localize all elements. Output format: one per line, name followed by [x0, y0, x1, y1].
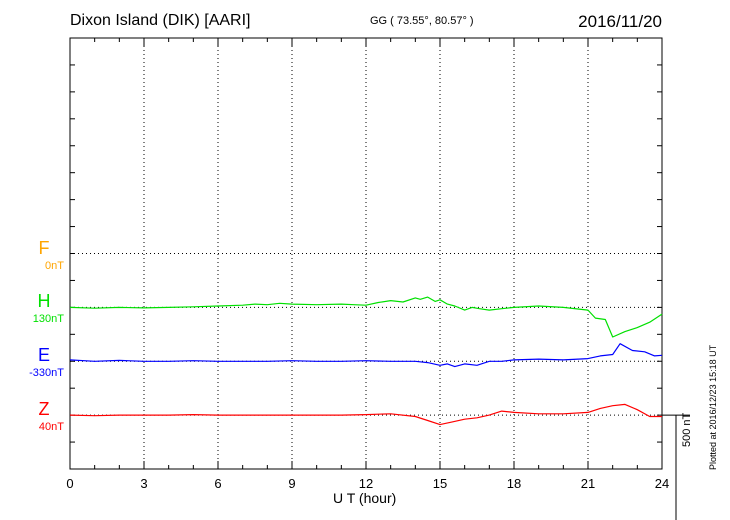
x-tick-label: 21	[581, 476, 595, 491]
x-axis-title: U T (hour)	[333, 490, 397, 506]
x-tick-label: 15	[433, 476, 447, 491]
x-tick-label: 12	[359, 476, 373, 491]
x-tick-label: 0	[66, 476, 73, 491]
x-tick-label: 24	[655, 476, 669, 491]
component-letter-F: F	[38, 237, 50, 258]
component-baseline-F: 0nT	[45, 259, 64, 272]
x-tick-label: 3	[140, 476, 147, 491]
component-baseline-Z: 40nT	[38, 421, 64, 434]
plot-date: 2016/11/20	[578, 12, 662, 31]
scale-bar-label: 500 nT	[681, 412, 693, 447]
trace-Z	[69, 403, 662, 426]
trace-H	[69, 296, 663, 338]
x-tick-label: 9	[288, 476, 295, 491]
trace-E	[69, 343, 663, 368]
station-title: Dixon Island (DIK) [AARI]	[70, 12, 251, 29]
x-tick-label: 18	[507, 476, 521, 491]
component-letter-H: H	[37, 291, 51, 312]
component-letter-Z: Z	[38, 399, 50, 420]
station-coordinates: GG ( 73.55°, 80.57° )	[370, 15, 474, 27]
x-tick-label: 6	[214, 476, 221, 491]
plotted-at-note: Plotted at 2016/12/23 15:18 UT	[708, 344, 718, 470]
component-letter-E: E	[37, 345, 50, 366]
component-baseline-H: 130nT	[32, 313, 64, 326]
component-baseline-E: -330nT	[29, 367, 64, 380]
